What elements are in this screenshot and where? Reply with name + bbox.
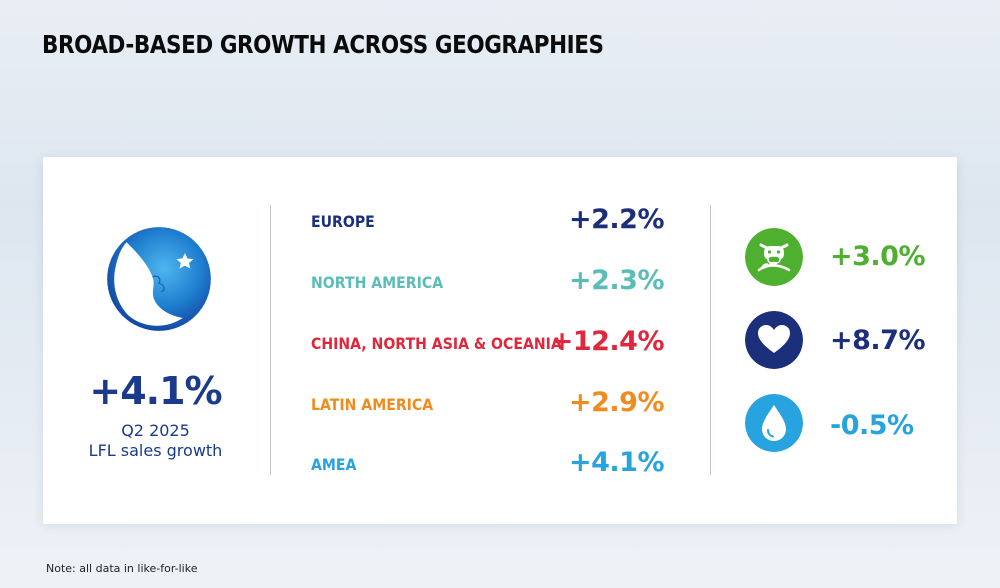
region-europe-label: EUROPE: [311, 212, 375, 231]
region-north-america-value: +2.3%: [568, 265, 665, 296]
category-nutrition-value: +8.7%: [830, 325, 926, 356]
region-china-value: +12.4%: [550, 326, 665, 357]
company-logo-icon: [107, 227, 211, 331]
period-label: Q2 2025: [121, 421, 190, 440]
region-north-america-label: NORTH AMERICA: [311, 273, 444, 292]
divider-right: [710, 205, 711, 475]
category-dairy-value: +3.0%: [830, 241, 926, 272]
page-title: BROAD-BASED GROWTH ACROSS GEOGRAPHIES: [42, 30, 604, 59]
growth-card: +4.1% Q2 2025 LFL sales growth EUROPE +2…: [43, 157, 957, 524]
divider-left: [270, 205, 271, 475]
region-china-label: CHINA, NORTH ASIA & OCEANIA: [311, 334, 562, 353]
category-water-value: -0.5%: [830, 410, 914, 441]
region-amea-label: AMEA: [311, 455, 357, 474]
heart-hands-icon: [745, 311, 803, 369]
total-growth-value: +4.1%: [89, 369, 222, 413]
growth-label: LFL sales growth: [88, 441, 223, 460]
dairy-cow-icon: [745, 228, 803, 286]
water-drop-icon: [745, 394, 803, 452]
region-latin-america-value: +2.9%: [568, 387, 665, 418]
region-latin-america-label: LATIN AMERICA: [311, 395, 434, 414]
region-europe-value: +2.2%: [568, 204, 665, 235]
footnote: Note: all data in like-for-like: [46, 562, 198, 575]
region-amea-value: +4.1%: [568, 447, 665, 478]
total-growth-caption: Q2 2025 LFL sales growth: [43, 421, 268, 461]
